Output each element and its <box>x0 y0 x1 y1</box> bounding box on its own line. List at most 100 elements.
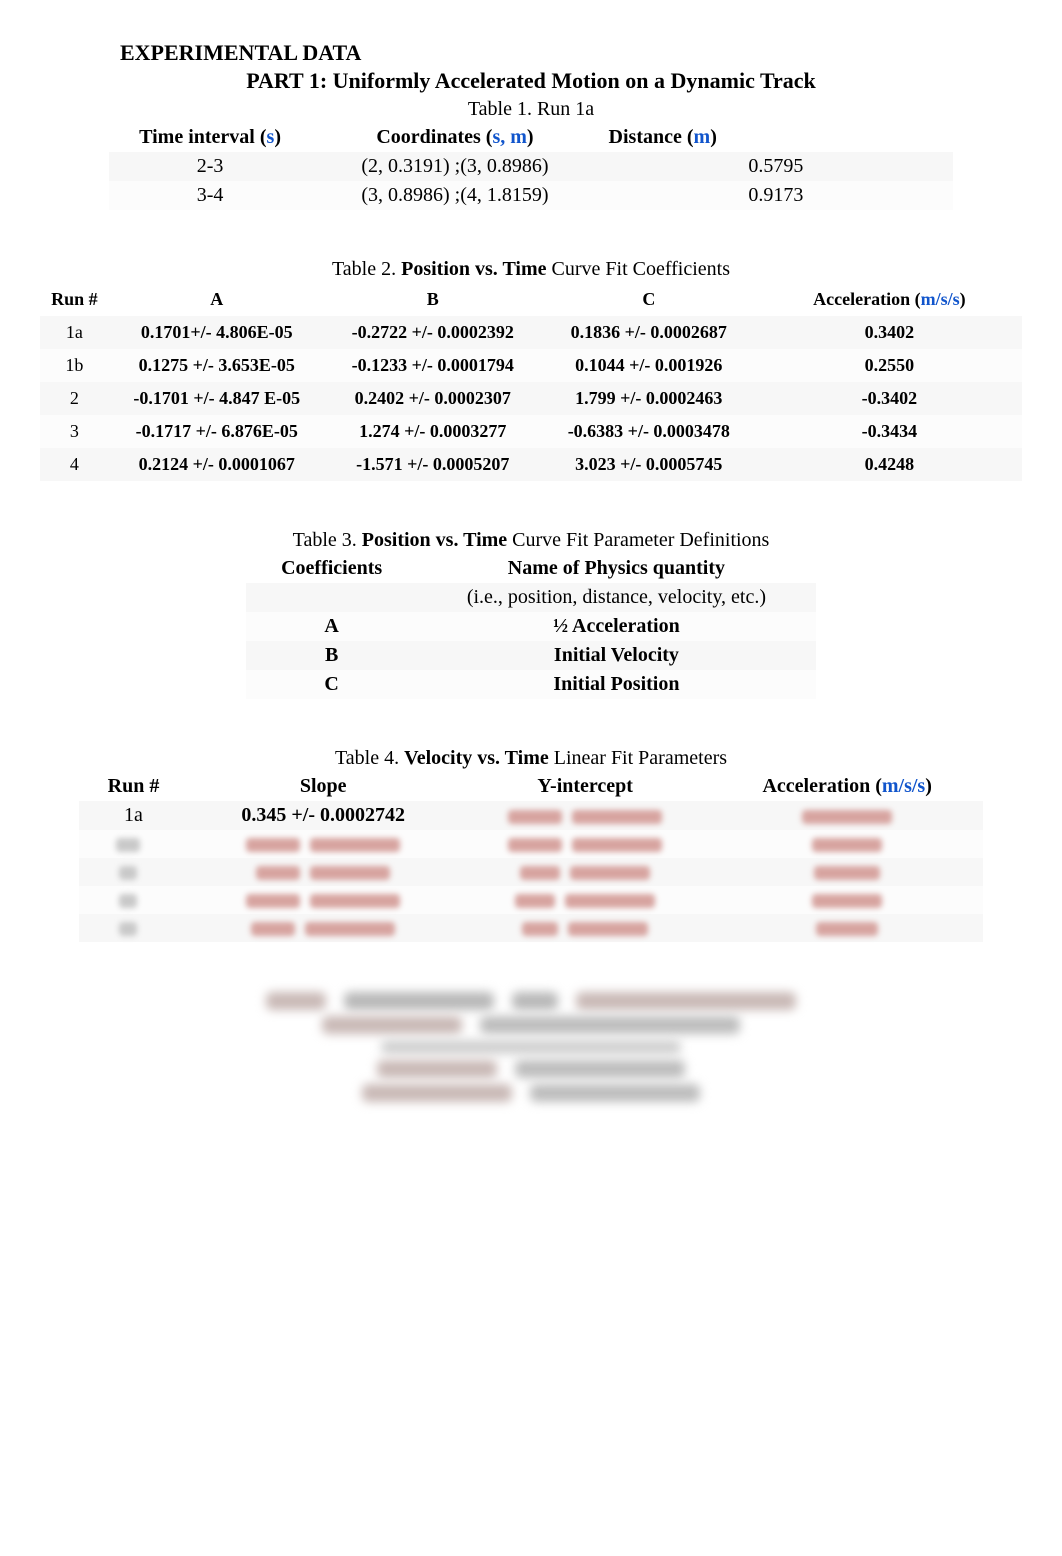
t4-cap-bold: Velocity vs. Time <box>404 747 549 769</box>
t3-r0-name: ½ Acceleration <box>417 612 816 641</box>
t4-r4-yint <box>459 914 712 942</box>
table-row: 2-3 (2, 0.3191) ;(3, 0.8986) 0.5795 <box>109 152 954 181</box>
page-subtitle: PART 1: Uniformly Accelerated Motion on … <box>40 68 1022 94</box>
t1-h-coords: Coordinates (s, m) <box>311 123 598 152</box>
t3-h-name: Name of Physics quantity <box>417 554 816 583</box>
t4-h-yint: Y-intercept <box>459 772 712 801</box>
t1-r1-distance: 0.9173 <box>599 181 954 210</box>
t4-r2-run <box>79 858 187 886</box>
t2-r3-acc: -0.3434 <box>757 415 1022 448</box>
t4-r1-yint <box>459 830 712 858</box>
table-row: (i.e., position, distance, velocity, etc… <box>246 583 816 612</box>
t2-h-B: B <box>325 283 541 316</box>
t3-r2-name: Initial Position <box>417 670 816 699</box>
t4-h-accel: Acceleration (m/s/s) <box>712 772 983 801</box>
t2-r0-C: 0.1836 +/- 0.0002687 <box>541 316 757 349</box>
t4-h-accel-unit: m/s/s <box>882 775 925 797</box>
table-row <box>79 830 982 858</box>
t4-r4-slope <box>188 914 459 942</box>
t4-r1-acc <box>712 830 983 858</box>
t1-h-coords-close: ) <box>527 126 534 148</box>
t2-r2-A: -0.1701 +/- 4.847 E-05 <box>109 382 325 415</box>
t3-r1-coeff: B <box>246 641 417 670</box>
t4-r4-acc <box>712 914 983 942</box>
table2-caption: Table 2. Position vs. Time Curve Fit Coe… <box>40 258 1022 281</box>
t3-r2-coeff: C <box>246 670 417 699</box>
t2-cap-post: Curve Fit Coefficients <box>547 258 731 280</box>
t1-h-coords-text: Coordinates ( <box>376 126 492 148</box>
t4-r3-acc <box>712 886 983 914</box>
t2-cap-bold: Position vs. Time <box>401 258 546 280</box>
t2-r0-run: 1a <box>40 316 109 349</box>
t4-r0-yint <box>459 801 712 830</box>
t2-r3-A: -0.1717 +/- 6.876E-05 <box>109 415 325 448</box>
blurred-table5 <box>217 992 845 1102</box>
t2-r0-A: 0.1701+/- 4.806E-05 <box>109 316 325 349</box>
table-row: A ½ Acceleration <box>246 612 816 641</box>
t2-r3-B: 1.274 +/- 0.0003277 <box>325 415 541 448</box>
t1-r0-interval: 2-3 <box>109 152 312 181</box>
t4-r2-yint <box>459 858 712 886</box>
t1-h-dist-close: ) <box>710 126 717 148</box>
table-row: 1b 0.1275 +/- 3.653E-05 -0.1233 +/- 0.00… <box>40 349 1022 382</box>
t3-cap-bold: Position vs. Time <box>362 529 507 551</box>
t4-r0-acc <box>712 801 983 830</box>
t2-h-accel-unit: m/s/s <box>921 289 960 309</box>
t2-r1-B: -0.1233 +/- 0.0001794 <box>325 349 541 382</box>
t2-r4-B: -1.571 +/- 0.0005207 <box>325 448 541 481</box>
t1-r1-interval: 3-4 <box>109 181 312 210</box>
t4-r4-run <box>79 914 187 942</box>
t2-r1-C: 0.1044 +/- 0.001926 <box>541 349 757 382</box>
t4-r1-slope <box>188 830 459 858</box>
t2-r4-C: 3.023 +/- 0.0005745 <box>541 448 757 481</box>
t1-r0-coords: (2, 0.3191) ;(3, 0.8986) <box>311 152 598 181</box>
t2-r2-run: 2 <box>40 382 109 415</box>
t3-h-coeff: Coefficients <box>246 554 417 583</box>
table1-caption: Table 1. Run 1a <box>40 98 1022 121</box>
t2-r2-acc: -0.3402 <box>757 382 1022 415</box>
t1-h-time-close: ) <box>274 126 281 148</box>
table2: Run # A B C Acceleration (m/s/s) 1a 0.17… <box>40 283 1022 481</box>
t3-subhead: (i.e., position, distance, velocity, etc… <box>417 583 816 612</box>
t4-h-accel-close: ) <box>925 775 932 797</box>
t2-r1-run: 1b <box>40 349 109 382</box>
table-row <box>79 886 982 914</box>
t3-sub-empty <box>246 583 417 612</box>
t4-h-accel-text: Acceleration ( <box>762 775 881 797</box>
t1-h-coords-unit: s, m <box>492 126 526 148</box>
t2-r4-A: 0.2124 +/- 0.0001067 <box>109 448 325 481</box>
t2-r4-run: 4 <box>40 448 109 481</box>
t1-h-distance: Distance (m) <box>599 123 954 152</box>
t3-cap-post: Curve Fit Parameter Definitions <box>507 529 769 551</box>
t4-h-run: Run # <box>79 772 187 801</box>
t2-h-A: A <box>109 283 325 316</box>
table4: Run # Slope Y-intercept Acceleration (m/… <box>79 772 982 942</box>
table3-caption: Table 3. Position vs. Time Curve Fit Par… <box>40 529 1022 552</box>
t2-r0-B: -0.2722 +/- 0.0002392 <box>325 316 541 349</box>
t4-r0-slope: 0.345 +/- 0.0002742 <box>188 801 459 830</box>
t3-r0-coeff: A <box>246 612 417 641</box>
page-title: EXPERIMENTAL DATA <box>120 40 1022 66</box>
table-row <box>79 914 982 942</box>
t2-r4-acc: 0.4248 <box>757 448 1022 481</box>
t2-cap-pre: Table 2. <box>332 258 401 280</box>
t2-r2-B: 0.2402 +/- 0.0002307 <box>325 382 541 415</box>
t4-r3-yint <box>459 886 712 914</box>
table-row: 3 -0.1717 +/- 6.876E-05 1.274 +/- 0.0003… <box>40 415 1022 448</box>
table-row: 3-4 (3, 0.8986) ;(4, 1.8159) 0.9173 <box>109 181 954 210</box>
t2-h-accel-close: ) <box>960 289 966 309</box>
table-row: B Initial Velocity <box>246 641 816 670</box>
t4-r1-run <box>79 830 187 858</box>
t4-r3-slope <box>188 886 459 914</box>
table3: Coefficients Name of Physics quantity (i… <box>246 554 816 699</box>
table-row: 1a 0.1701+/- 4.806E-05 -0.2722 +/- 0.000… <box>40 316 1022 349</box>
t3-r1-name: Initial Velocity <box>417 641 816 670</box>
t2-r0-acc: 0.3402 <box>757 316 1022 349</box>
t2-h-run: Run # <box>40 283 109 316</box>
table-row: C Initial Position <box>246 670 816 699</box>
t4-r2-slope <box>188 858 459 886</box>
t4-r3-run <box>79 886 187 914</box>
table-row: 4 0.2124 +/- 0.0001067 -1.571 +/- 0.0005… <box>40 448 1022 481</box>
t4-cap-pre: Table 4. <box>335 747 404 769</box>
t1-h-dist-text: Distance ( <box>609 126 694 148</box>
